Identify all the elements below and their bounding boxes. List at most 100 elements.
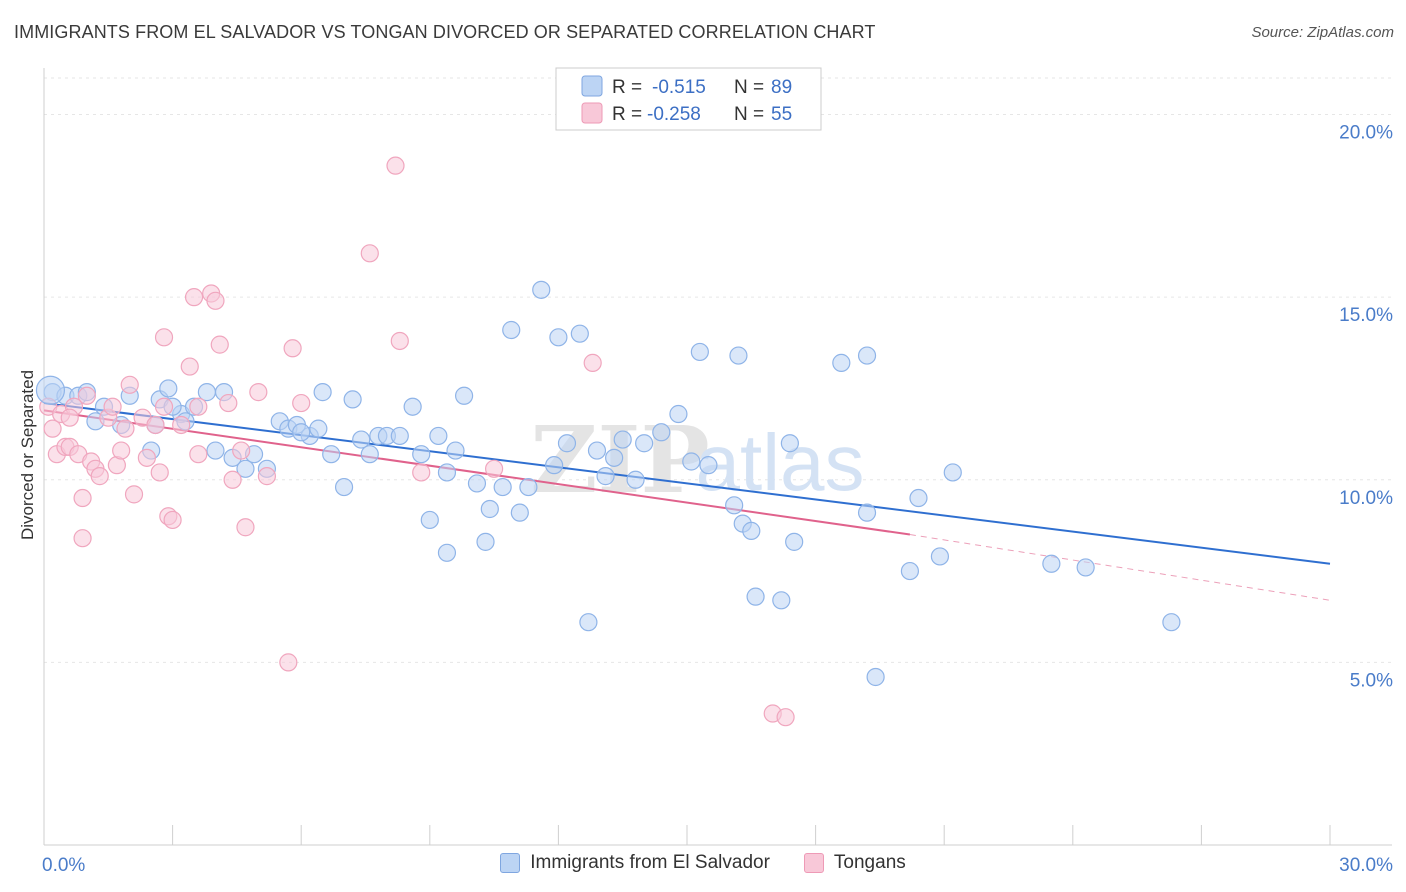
point-tongans xyxy=(232,441,251,460)
point-el-salvador xyxy=(746,587,765,606)
point-tongans xyxy=(77,386,96,405)
point-tongans xyxy=(90,467,109,486)
point-el-salvador xyxy=(909,488,928,508)
point-tongans xyxy=(292,393,311,413)
legend-item-el-salvador: Immigrants from El Salvador xyxy=(500,852,770,874)
point-el-salvador xyxy=(729,346,748,365)
point-el-salvador xyxy=(403,397,422,416)
point-tongans xyxy=(43,419,62,438)
point-tongans xyxy=(776,708,795,727)
point-el-salvador xyxy=(502,320,521,340)
point-el-salvador xyxy=(420,510,439,530)
point-tongans xyxy=(73,529,92,548)
point-tongans xyxy=(583,353,602,372)
point-el-salvador xyxy=(493,477,512,497)
point-tongans xyxy=(146,415,165,435)
legend-n-value-2: 55 xyxy=(771,104,792,125)
point-el-salvador xyxy=(669,404,688,424)
point-el-salvador xyxy=(390,426,409,446)
point-el-salvador xyxy=(699,456,718,475)
legend-n-label-1: N = xyxy=(734,77,764,98)
point-tongans xyxy=(184,288,204,307)
point-el-salvador xyxy=(467,474,487,493)
legend-swatch-tongans xyxy=(581,102,603,124)
point-el-salvador xyxy=(857,503,877,522)
data-points xyxy=(35,156,1181,727)
point-el-salvador xyxy=(309,419,328,438)
correlation-legend: R = -0.515 N = 89 R = -0.258 N = 55 xyxy=(555,67,822,131)
x-tick-label: 30.0% xyxy=(1339,855,1393,876)
point-el-salvador xyxy=(943,463,962,482)
point-el-salvador xyxy=(159,379,178,398)
point-el-salvador xyxy=(360,445,379,464)
point-tongans xyxy=(223,470,242,489)
point-el-salvador xyxy=(1076,558,1095,577)
point-el-salvador xyxy=(596,467,615,486)
point-el-salvador xyxy=(236,459,255,478)
point-tongans xyxy=(249,383,268,402)
point-el-salvador xyxy=(682,452,701,471)
legend-n-value-1: 89 xyxy=(771,77,792,98)
legend-item-tongans: Tongans xyxy=(803,852,906,874)
point-tongans xyxy=(219,393,238,413)
series-legend: Immigrants from El Salvador Tongans xyxy=(0,852,1406,874)
point-el-salvador xyxy=(857,346,877,365)
legend-r-value-2: -0.258 xyxy=(647,104,701,125)
point-tongans xyxy=(150,463,169,482)
trend-line-0 xyxy=(43,402,1331,565)
point-el-salvador xyxy=(343,390,362,409)
point-tongans xyxy=(163,510,182,530)
point-el-salvador xyxy=(480,499,499,519)
point-el-salvador xyxy=(437,543,457,562)
point-tongans xyxy=(116,419,135,438)
point-tongans xyxy=(172,415,191,435)
point-el-salvador xyxy=(605,448,624,467)
legend-label-el-salvador: Immigrants from El Salvador xyxy=(530,852,770,873)
point-el-salvador xyxy=(832,353,851,372)
point-el-salvador xyxy=(545,456,564,475)
point-tongans xyxy=(124,485,144,504)
point-tongans xyxy=(257,467,277,486)
point-el-salvador xyxy=(352,430,371,449)
trend-line-1 xyxy=(43,409,911,536)
point-el-salvador xyxy=(510,503,529,522)
point-el-salvador xyxy=(866,667,885,687)
point-tongans xyxy=(206,291,225,310)
point-tongans xyxy=(73,488,92,508)
legend-r-label-2: R = xyxy=(612,104,642,125)
trend-lines xyxy=(43,402,1331,601)
grid-lines xyxy=(44,77,1392,663)
point-el-salvador xyxy=(613,430,632,449)
point-el-salvador xyxy=(725,496,744,515)
legend-n-label-2: N = xyxy=(734,104,764,125)
point-el-salvador xyxy=(437,463,457,482)
y-tick-label: 10.0% xyxy=(1339,488,1393,509)
point-tongans xyxy=(103,397,122,416)
point-el-salvador xyxy=(742,521,761,540)
point-el-salvador xyxy=(780,434,799,453)
legend-swatch-el-salvador xyxy=(581,75,603,97)
point-el-salvador xyxy=(429,426,448,446)
point-tongans xyxy=(189,397,208,416)
point-el-salvador xyxy=(587,441,607,460)
y-axis-title: Divorced or Separated xyxy=(18,370,37,540)
legend-swatch xyxy=(500,853,521,873)
tick-labels: 5.0% 10.0% 15.0% 20.0% 0.0% 30.0% xyxy=(42,123,1393,876)
point-el-salvador xyxy=(635,434,654,453)
watermark-atlas: atlas xyxy=(696,418,865,507)
point-el-salvador xyxy=(532,280,551,299)
axes xyxy=(43,68,1392,846)
point-tongans xyxy=(112,441,131,460)
point-el-salvador xyxy=(519,477,538,497)
point-tongans xyxy=(485,459,504,478)
point-tongans xyxy=(386,156,405,175)
point-tongans xyxy=(390,331,409,351)
point-el-salvador xyxy=(292,423,311,442)
point-el-salvador xyxy=(206,441,225,460)
point-tongans xyxy=(283,339,302,358)
legend-r-value-1: -0.515 xyxy=(652,77,706,98)
point-el-salvador xyxy=(549,328,568,347)
legend-r-label-1: R = xyxy=(612,77,642,98)
point-el-salvador xyxy=(1162,613,1181,632)
